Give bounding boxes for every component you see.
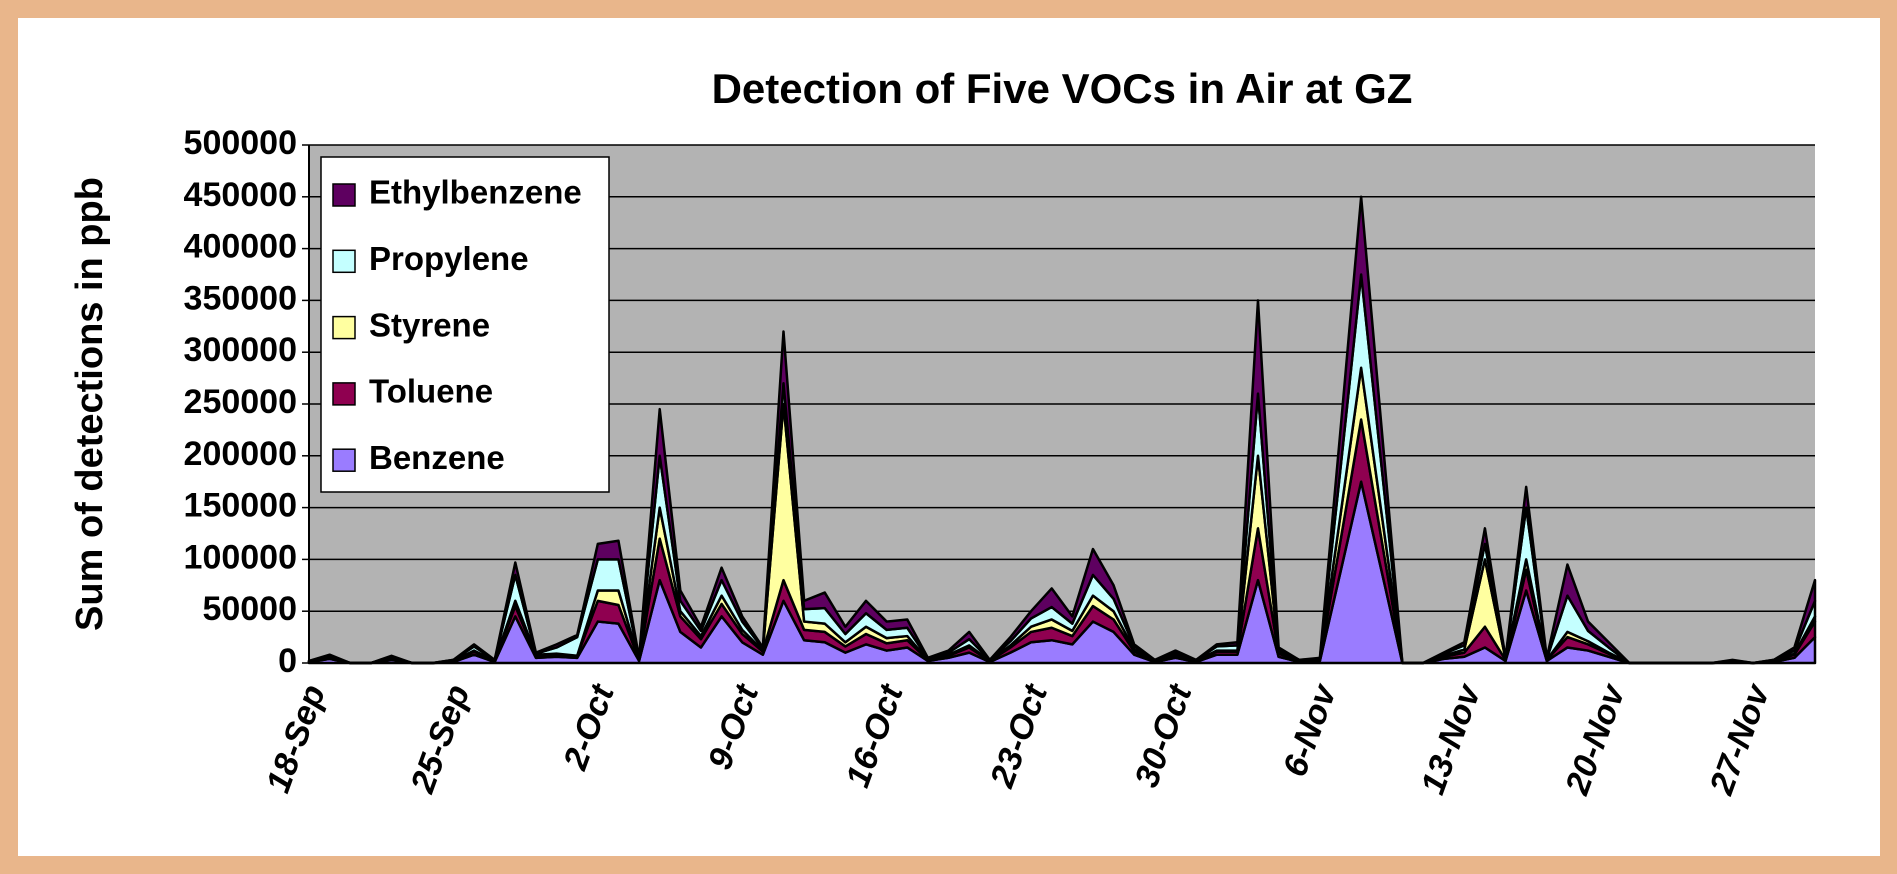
area — [307, 195, 1817, 665]
y-tick-label: 150000 — [184, 487, 297, 525]
legend-box — [320, 156, 610, 493]
y-tick-label: 300000 — [184, 331, 297, 369]
y-tick-label: 350000 — [184, 279, 297, 317]
legend-swatch — [332, 315, 356, 340]
legend-label: Styrene — [369, 306, 490, 343]
y-tick-label: 400000 — [184, 228, 297, 266]
y-tick-label: 450000 — [184, 176, 297, 214]
legend-label: Toluene — [369, 373, 493, 410]
y-tick-label: 0 — [278, 642, 297, 680]
y-tick-label: 50000 — [202, 590, 297, 628]
chart-title: Detection of Five VOCs in Air at GZ — [712, 65, 1413, 112]
legend-swatch — [332, 183, 356, 207]
legend-swatch — [332, 382, 356, 406]
legend-swatch — [332, 448, 356, 472]
y-tick-label: 200000 — [184, 435, 297, 473]
legend-label: Benzene — [369, 439, 505, 476]
y-axis-label: Sum of detections in ppb — [69, 177, 111, 631]
y-tick-label: 500000 — [184, 124, 297, 162]
legend-swatch — [332, 249, 356, 274]
y-tick-label: 100000 — [184, 538, 297, 576]
y-tick-label: 250000 — [184, 383, 297, 421]
legend-label: Propylene — [369, 240, 529, 277]
legend-label: Ethylbenzene — [369, 174, 582, 211]
